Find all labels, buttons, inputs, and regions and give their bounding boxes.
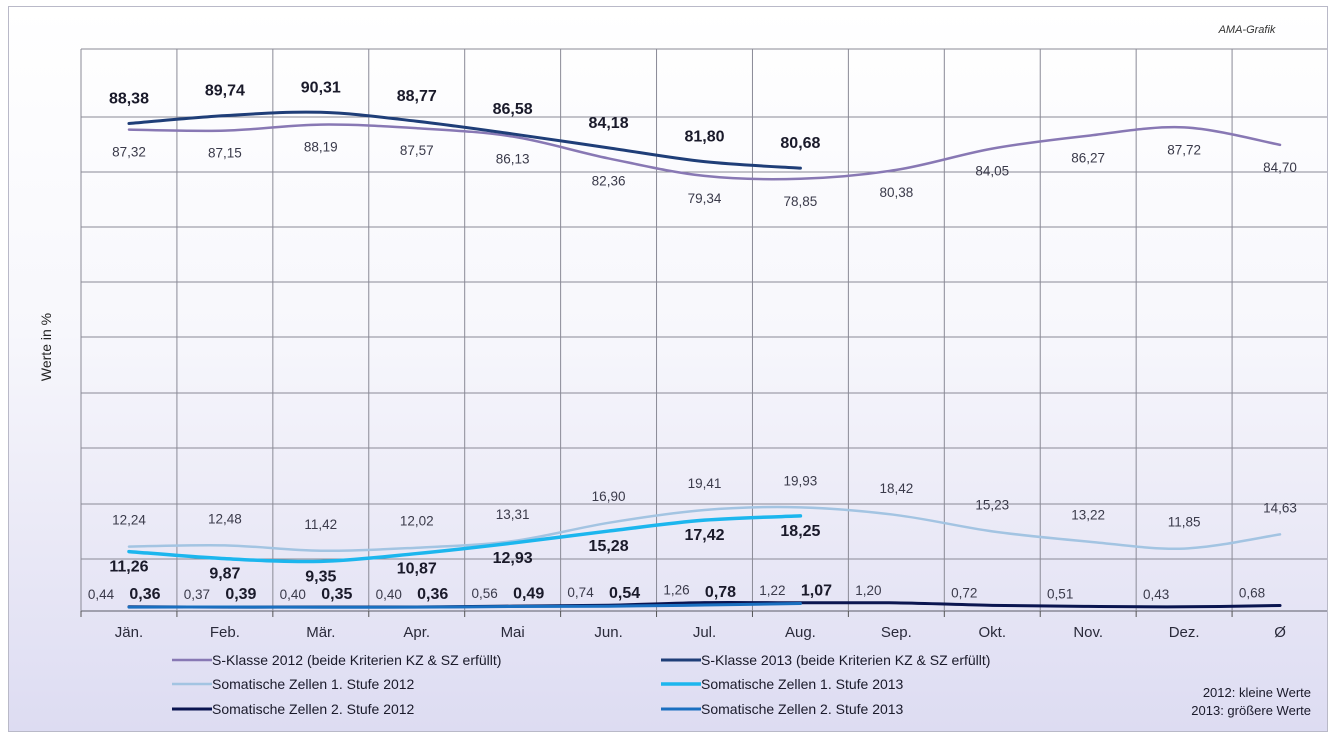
chart-svg: AMA-Grafik Werte in % 87,32 87,15 88,19 87,… bbox=[38, 24, 1327, 718]
data-label: 79,34 bbox=[688, 191, 722, 206]
data-label: 0,36 bbox=[417, 586, 448, 603]
x-tick-label: Mai bbox=[501, 624, 525, 641]
x-tick-label: Jun. bbox=[594, 624, 622, 641]
data-label: 86,27 bbox=[1071, 151, 1105, 166]
data-label: 80,68 bbox=[780, 135, 820, 152]
data-label: 1,26 bbox=[663, 583, 689, 598]
data-label: 0,68 bbox=[1239, 586, 1265, 601]
data-label: 9,35 bbox=[305, 568, 336, 585]
data-label: 0,51 bbox=[1047, 586, 1073, 601]
x-tick-labels: Jän. Feb. Mär. Apr. Mai Jun. Jul. Aug. Sep. Okt. N… bbox=[115, 624, 1286, 641]
y-axis-label: Werte in % bbox=[38, 313, 54, 381]
series-line bbox=[127, 602, 802, 609]
data-label: 15,23 bbox=[975, 497, 1009, 512]
legend-label: Somatische Zellen 1. Stufe 2012 bbox=[212, 676, 415, 692]
data-label: 12,93 bbox=[493, 550, 533, 567]
data-label: 11,85 bbox=[1168, 515, 1201, 530]
data-label: 13,31 bbox=[496, 507, 530, 522]
data-label: 0,49 bbox=[513, 586, 544, 603]
data-label: 90,31 bbox=[301, 79, 341, 96]
x-tick-label: Okt. bbox=[979, 624, 1007, 641]
series-line bbox=[127, 123, 1282, 181]
data-label: 0,78 bbox=[705, 584, 736, 601]
data-label: 18,25 bbox=[780, 523, 820, 540]
x-tick-label: Sep. bbox=[881, 624, 912, 641]
x-tick-label: Jän. bbox=[115, 624, 143, 641]
legend-label: Somatische Zellen 1. Stufe 2013 bbox=[701, 676, 904, 692]
data-label: 80,38 bbox=[879, 185, 913, 200]
data-label: 10,87 bbox=[397, 561, 437, 578]
data-label: 0,40 bbox=[376, 587, 402, 602]
series-line bbox=[127, 505, 1282, 553]
data-label: 11,26 bbox=[109, 559, 148, 576]
data-label: 0,44 bbox=[88, 587, 115, 602]
legend: S-Klasse 2012 (beide Kriterien KZ & SZ e… bbox=[172, 652, 990, 717]
data-label: 86,13 bbox=[496, 152, 530, 167]
data-label: 12,02 bbox=[400, 514, 434, 529]
x-tick-label: Nov. bbox=[1073, 624, 1103, 641]
x-tick-label: Feb. bbox=[210, 624, 240, 641]
data-label: 0,37 bbox=[184, 587, 210, 602]
chart-frame: AMA-Grafik Werte in % 87,32 87,15 88,19 87,… bbox=[8, 6, 1328, 732]
series-line bbox=[127, 514, 803, 564]
legend-label: S-Klasse 2013 (beide Kriterien KZ & SZ e… bbox=[701, 652, 990, 668]
data-label: 1,07 bbox=[801, 583, 832, 600]
data-label: 15,28 bbox=[589, 538, 629, 555]
data-label: 0,72 bbox=[951, 585, 977, 600]
data-label: 0,40 bbox=[280, 587, 306, 602]
data-label: 87,32 bbox=[112, 145, 146, 160]
data-label: 0,74 bbox=[567, 585, 594, 600]
data-label: 88,19 bbox=[304, 140, 338, 155]
data-label: 12,48 bbox=[208, 511, 242, 526]
legend-label: S-Klasse 2012 (beide Kriterien KZ & SZ e… bbox=[212, 652, 501, 668]
lines-layer bbox=[127, 110, 1282, 609]
data-label: 12,24 bbox=[112, 513, 146, 528]
data-label: 0,35 bbox=[321, 586, 352, 603]
data-label: 0,43 bbox=[1143, 587, 1169, 602]
grid-layer bbox=[80, 48, 1327, 617]
data-label: 88,38 bbox=[109, 90, 149, 107]
data-label: 19,41 bbox=[688, 476, 722, 491]
data-label: 14,63 bbox=[1263, 500, 1297, 515]
data-label: 81,80 bbox=[684, 129, 724, 146]
source-label: AMA-Grafik bbox=[1218, 24, 1276, 36]
data-label: 87,15 bbox=[208, 146, 242, 161]
data-label: 18,42 bbox=[879, 481, 913, 496]
data-label: 87,72 bbox=[1167, 142, 1201, 157]
data-label: 17,42 bbox=[684, 527, 724, 544]
data-label: 9,87 bbox=[209, 566, 240, 583]
x-tick-label: Aug. bbox=[785, 624, 816, 641]
note-line-2: 2013: größere Werte bbox=[1191, 703, 1311, 718]
data-label: 89,74 bbox=[205, 83, 245, 100]
data-label: 84,70 bbox=[1263, 160, 1297, 175]
data-label: 0,54 bbox=[609, 585, 640, 602]
note-line-1: 2012: kleine Werte bbox=[1203, 685, 1311, 700]
data-label: 86,58 bbox=[493, 101, 533, 118]
data-label: 78,85 bbox=[784, 194, 818, 209]
labels-layer: 87,32 87,15 88,19 87,57 86,13 82,36 79,34 78,85… bbox=[88, 79, 1297, 603]
data-label: 84,18 bbox=[589, 115, 629, 132]
data-label: 13,22 bbox=[1071, 508, 1105, 523]
data-label: 88,77 bbox=[397, 88, 437, 105]
data-label: 1,20 bbox=[855, 583, 881, 598]
series-line bbox=[127, 110, 802, 170]
data-label: 87,57 bbox=[400, 143, 434, 158]
data-label: 0,56 bbox=[472, 586, 498, 601]
data-label: 11,42 bbox=[304, 517, 337, 532]
data-label: 0,36 bbox=[129, 586, 160, 603]
x-tick-label: Jul. bbox=[693, 624, 716, 641]
x-tick-label: Dez. bbox=[1169, 624, 1200, 641]
data-label: 0,39 bbox=[225, 586, 256, 603]
data-label: 84,05 bbox=[975, 164, 1009, 179]
x-tick-label: Mär. bbox=[306, 624, 335, 641]
data-label: 16,90 bbox=[592, 489, 626, 504]
x-tick-label: Apr. bbox=[403, 624, 430, 641]
data-label: 82,36 bbox=[592, 173, 626, 188]
data-label: 1,22 bbox=[759, 583, 785, 598]
legend-label: Somatische Zellen 2. Stufe 2013 bbox=[701, 701, 904, 717]
legend-label: Somatische Zellen 2. Stufe 2012 bbox=[212, 701, 415, 717]
data-label: 19,93 bbox=[784, 473, 818, 488]
x-tick-label: Ø bbox=[1274, 624, 1286, 641]
